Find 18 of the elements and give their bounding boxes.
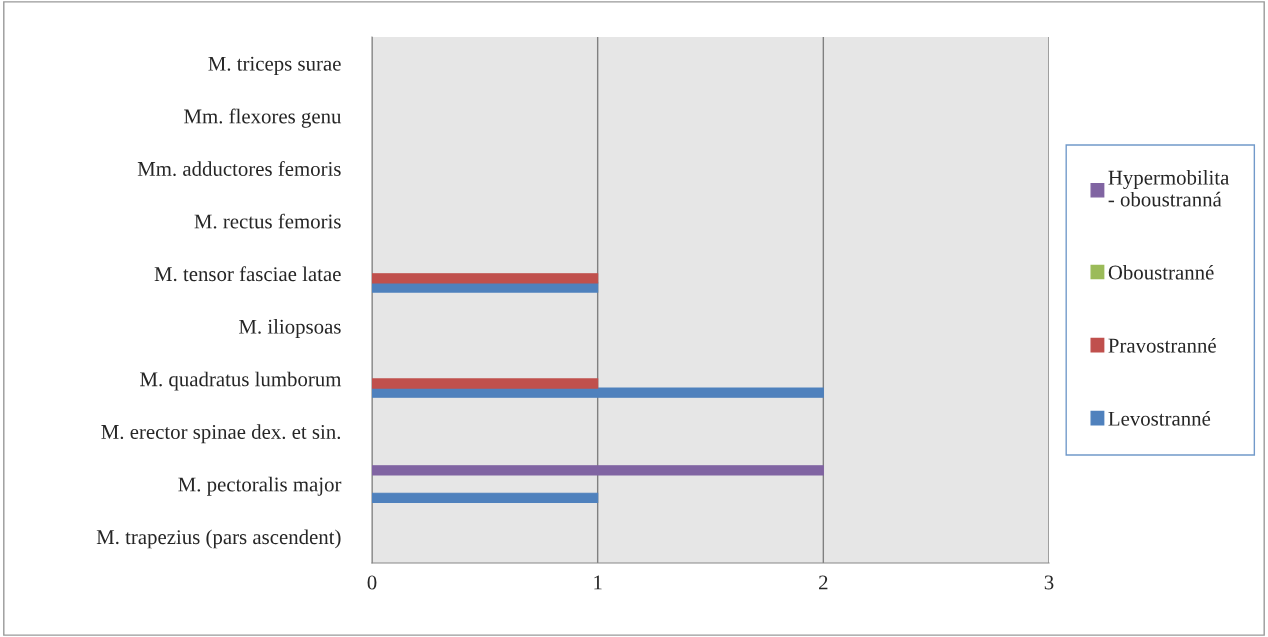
y-tick-label: M. trapezius (pars ascendent) <box>96 529 341 549</box>
x-tick-label: 1 <box>594 575 602 590</box>
y-tick-label: M. erector spinae dex. et sin. <box>101 424 341 444</box>
y-tick-label: M. pectoralis major <box>178 476 342 496</box>
legend-label: Levostranné <box>1108 411 1211 426</box>
legend-label: Oboustranné <box>1108 264 1214 280</box>
y-tick-label: Mm. adductores femoris <box>137 161 341 177</box>
x-tick-label: 0 <box>367 575 377 590</box>
y-tick-label: M. iliopsoas <box>239 319 341 338</box>
legend-label: Pravostranné <box>1108 337 1216 353</box>
y-tick-label: M. rectus femoris <box>194 213 341 229</box>
y-tick-label: M. triceps surae <box>208 56 341 75</box>
y-tick-label: Mm. flexores genu <box>184 108 342 128</box>
legend-label: Hypermobilita - oboustranná <box>1108 170 1230 207</box>
x-tick-label: 3 <box>1044 575 1054 590</box>
x-tick-label: 2 <box>819 575 828 590</box>
y-tick-label: M. quadratus lumborum <box>140 371 342 391</box>
y-tick-label: M. tensor fasciae latae <box>154 266 341 282</box>
